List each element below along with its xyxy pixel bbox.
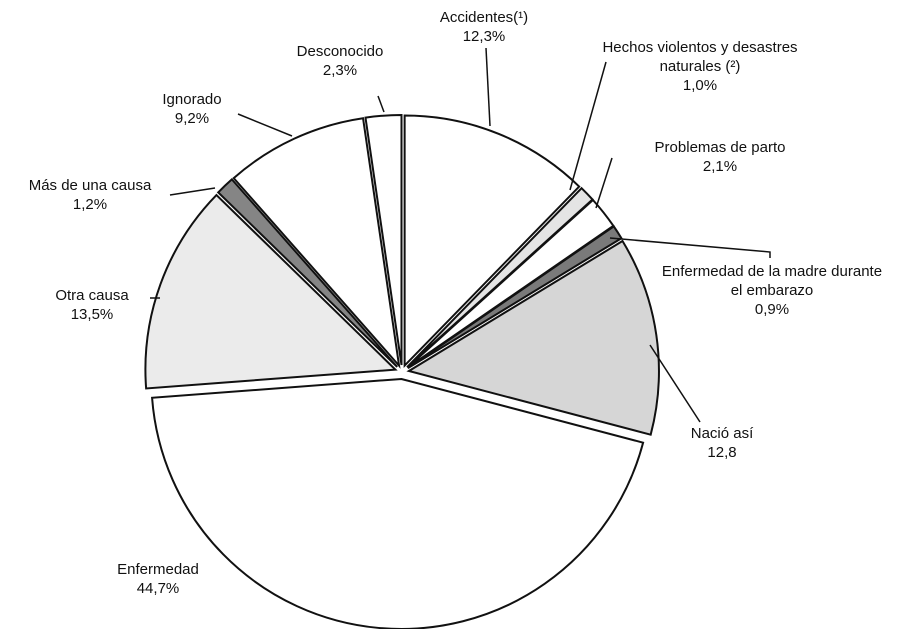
slice-value: 0,9% [754,301,790,318]
slice-value: 1,2% [72,196,108,213]
leader-line [485,47,491,127]
slice-label: Hechos violentos y desastres naturales (… [595,38,805,95]
slice-name: Problemas de parto [654,139,786,156]
slice-name: Nació así [690,425,754,442]
slice-name: Ignorado [162,91,222,108]
slice-value: 2,3% [322,62,358,79]
slice-label: Más de una causa 1,2% [5,176,175,214]
slice-name: Hechos violentos y desastres naturales (… [602,39,798,75]
slice-label: Enfermedad 44,7% [88,560,228,598]
pie-slice [406,239,660,436]
slice-value: 2,1% [702,158,738,175]
slice-value: 13,5% [70,306,114,323]
slice-name: Enfermedad [117,561,199,578]
leader-line [595,157,613,209]
pie-slice [150,377,645,629]
leader-line [569,61,607,191]
slice-label: Nació así 12,8 [662,424,782,462]
slice-name: Desconocido [296,43,384,60]
leader-line [169,187,216,196]
pie-slice [232,117,401,369]
slice-label: Desconocido 2,3% [270,42,410,80]
slice-value: 1,0% [682,77,718,94]
slice-value: 9,2% [174,110,210,127]
slice-label: Problemas de parto 2,1% [620,138,820,176]
slice-name: Accidentes(¹) [439,9,529,26]
pie-slice [403,114,581,368]
leader-line [377,95,385,113]
slice-value: 12,8 [707,444,737,461]
slice-name: Enfermedad de la madre durante el embara… [661,263,883,299]
pie-slice [144,193,398,390]
leader-line [609,237,771,258]
leader-line [649,344,701,423]
slice-label: Enfermedad de la madre durante el embara… [657,262,887,319]
pie-slice [216,177,398,368]
slice-name: Otra causa [55,287,129,304]
slice-value: 12,3% [462,28,506,45]
slice-label: Otra causa 13,5% [32,286,152,324]
pie-slice [407,224,623,370]
pie-slice [364,114,403,366]
slice-value: 44,7% [136,580,180,597]
slice-name: Más de una causa [28,177,152,194]
slice-label: Ignorado 9,2% [132,90,252,128]
slice-label: Accidentes(¹) 12,3% [404,8,564,46]
leader-line [237,113,293,137]
